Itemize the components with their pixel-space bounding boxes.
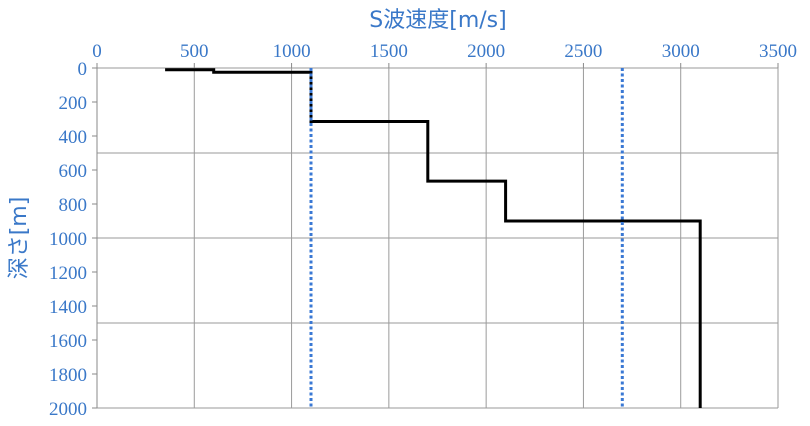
y-tick-label: 1600	[49, 331, 87, 352]
x-axis-title: S波速度[m/s]	[369, 8, 506, 33]
x-tick-label: 2000	[467, 41, 505, 62]
y-tick-label: 1000	[49, 229, 87, 250]
x-tick-label: 500	[180, 41, 209, 62]
y-tick-label: 200	[59, 93, 88, 114]
y-tick-label: 2000	[49, 399, 87, 420]
y-tick-label: 1800	[49, 365, 87, 386]
x-tick-label: 1000	[273, 41, 311, 62]
y-tick-labels: 0 200 400 600 800 1000 1200 1400 1600 1800 2000	[49, 59, 87, 420]
x-tick-labels: 0 500 1000 1500 2000 2500 3000 3500	[92, 41, 797, 62]
series-layer	[165, 68, 702, 408]
grid	[92, 63, 779, 409]
y-tick-label: 800	[59, 195, 88, 216]
x-tick-label: 1500	[370, 41, 408, 62]
y-tick-label: 600	[59, 161, 88, 182]
y-tick-label: 1400	[49, 297, 87, 318]
y-tick-label: 400	[59, 127, 88, 148]
y-tick-label: 1200	[49, 263, 87, 284]
x-tick-label: 3500	[759, 41, 797, 62]
x-tick-label: 0	[92, 41, 102, 62]
y-axis-title: 深さ[m]	[7, 197, 32, 280]
velocity-profile-line	[165, 68, 702, 408]
x-tick-label: 3000	[662, 41, 700, 62]
x-tick-label: 2500	[564, 41, 602, 62]
y-tick-label: 0	[78, 59, 88, 80]
